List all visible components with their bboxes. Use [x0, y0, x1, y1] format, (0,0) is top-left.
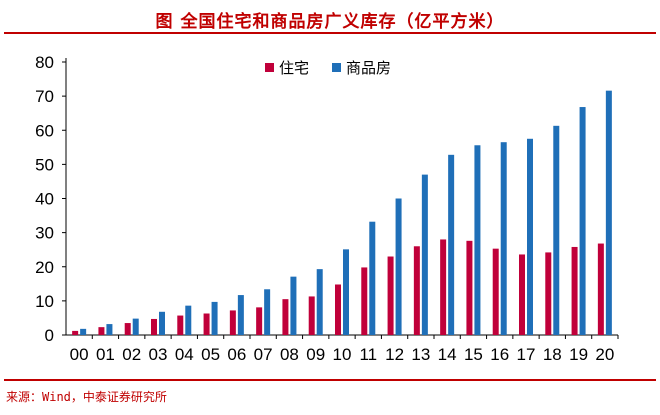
bar-commercial — [579, 107, 586, 335]
x-tick-label: 11 — [359, 345, 377, 364]
bar-commercial — [448, 154, 455, 335]
legend-label: 住宅 — [279, 59, 309, 77]
bar-commercial — [527, 138, 533, 335]
bar-residential — [256, 307, 263, 335]
bar-commercial — [500, 142, 507, 335]
bar-commercial — [553, 125, 560, 335]
bar-residential — [282, 299, 289, 335]
x-tick-label: 14 — [438, 345, 457, 364]
chart-legend: 住宅 商品房 — [265, 59, 391, 77]
chart-axes — [62, 58, 619, 339]
x-tick-label: 08 — [280, 345, 299, 364]
bar-residential — [335, 284, 341, 335]
chart-bars — [72, 90, 612, 335]
legend-label: 商品房 — [346, 59, 391, 77]
y-tick-label: 20 — [35, 258, 54, 277]
x-tick-label: 09 — [306, 345, 325, 364]
bar-residential — [387, 256, 394, 335]
y-tick-label: 0 — [45, 326, 54, 345]
bar-residential — [177, 315, 184, 335]
y-tick-labels: 0 10 20 30 40 50 60 70 80 — [35, 53, 54, 345]
x-tick-labels: 00 01 02 03 04 05 06 07 08 09 10 11 12 13 14 15 16 17 18 19… — [70, 345, 615, 364]
x-tick-label: 19 — [569, 345, 588, 364]
bar-commercial — [290, 276, 297, 335]
bar-commercial — [185, 305, 192, 335]
x-tick-label: 04 — [175, 345, 194, 364]
bar-commercial — [369, 221, 376, 335]
y-tick-label: 10 — [35, 292, 54, 311]
y-tick-label: 70 — [35, 87, 54, 106]
x-tick-label: 00 — [70, 345, 89, 364]
x-tick-label: 07 — [254, 345, 273, 364]
bar-residential — [466, 240, 473, 335]
bar-commercial — [474, 145, 481, 335]
x-tick-label: 03 — [149, 345, 168, 364]
bar-residential — [98, 327, 105, 335]
bar-residential — [492, 248, 499, 335]
x-tick-label: 02 — [122, 345, 141, 364]
x-tick-label: 10 — [333, 345, 352, 364]
bar-residential — [361, 267, 368, 335]
y-tick-label: 50 — [35, 155, 54, 174]
bar-commercial — [316, 269, 323, 335]
bar-commercial — [421, 174, 428, 335]
bar-residential — [597, 243, 604, 335]
x-tick-label: 18 — [543, 345, 562, 364]
title-bar: 图 全国住宅和商品房广义库存（亿平方米） — [4, 0, 656, 34]
x-tick-label: 01 — [96, 345, 115, 364]
bar-residential — [124, 323, 131, 335]
bar-commercial — [343, 249, 349, 335]
bar-commercial — [264, 289, 271, 335]
chart-title: 图 全国住宅和商品房广义库存（亿平方米） — [155, 12, 505, 32]
bar-residential — [308, 296, 315, 335]
bar-commercial — [132, 318, 139, 335]
bar-commercial — [237, 295, 244, 335]
x-tick-label: 05 — [201, 345, 220, 364]
bar-residential — [413, 246, 420, 335]
y-tick-label: 80 — [35, 53, 54, 72]
bar-residential — [203, 313, 210, 335]
bar-residential — [519, 254, 525, 335]
bar-residential — [571, 246, 578, 335]
bar-commercial — [605, 90, 612, 335]
bar-residential — [229, 310, 236, 335]
bar-commercial — [211, 301, 218, 335]
y-tick-label: 30 — [35, 224, 54, 243]
source-note: 来源：Wind，中泰证券研究所 — [6, 390, 167, 404]
y-tick-label: 40 — [35, 190, 54, 209]
legend-swatch — [265, 63, 274, 72]
bar-residential — [440, 239, 447, 335]
source-bar: 来源：Wind，中泰证券研究所 — [4, 379, 656, 415]
bar-residential — [72, 330, 79, 335]
x-tick-label: 13 — [411, 345, 430, 364]
x-tick-label: 12 — [385, 345, 404, 364]
bar-residential — [545, 252, 552, 335]
bar-commercial — [80, 328, 87, 335]
legend-swatch — [332, 63, 341, 72]
y-tick-label: 60 — [35, 121, 54, 140]
bar-commercial — [106, 324, 113, 335]
x-tick-label: 16 — [490, 345, 509, 364]
bar-chart: 00 01 02 03 04 05 06 07 08 09 10 11 12 13 14 15 16 17 18 19… — [35, 53, 619, 364]
x-tick-label: 15 — [464, 345, 483, 364]
x-tick-label: 06 — [227, 345, 246, 364]
bar-commercial — [395, 198, 402, 335]
x-tick-label: 20 — [595, 345, 614, 364]
x-tick-label: 17 — [517, 345, 536, 364]
bar-residential — [151, 318, 157, 335]
bar-commercial — [159, 311, 165, 335]
